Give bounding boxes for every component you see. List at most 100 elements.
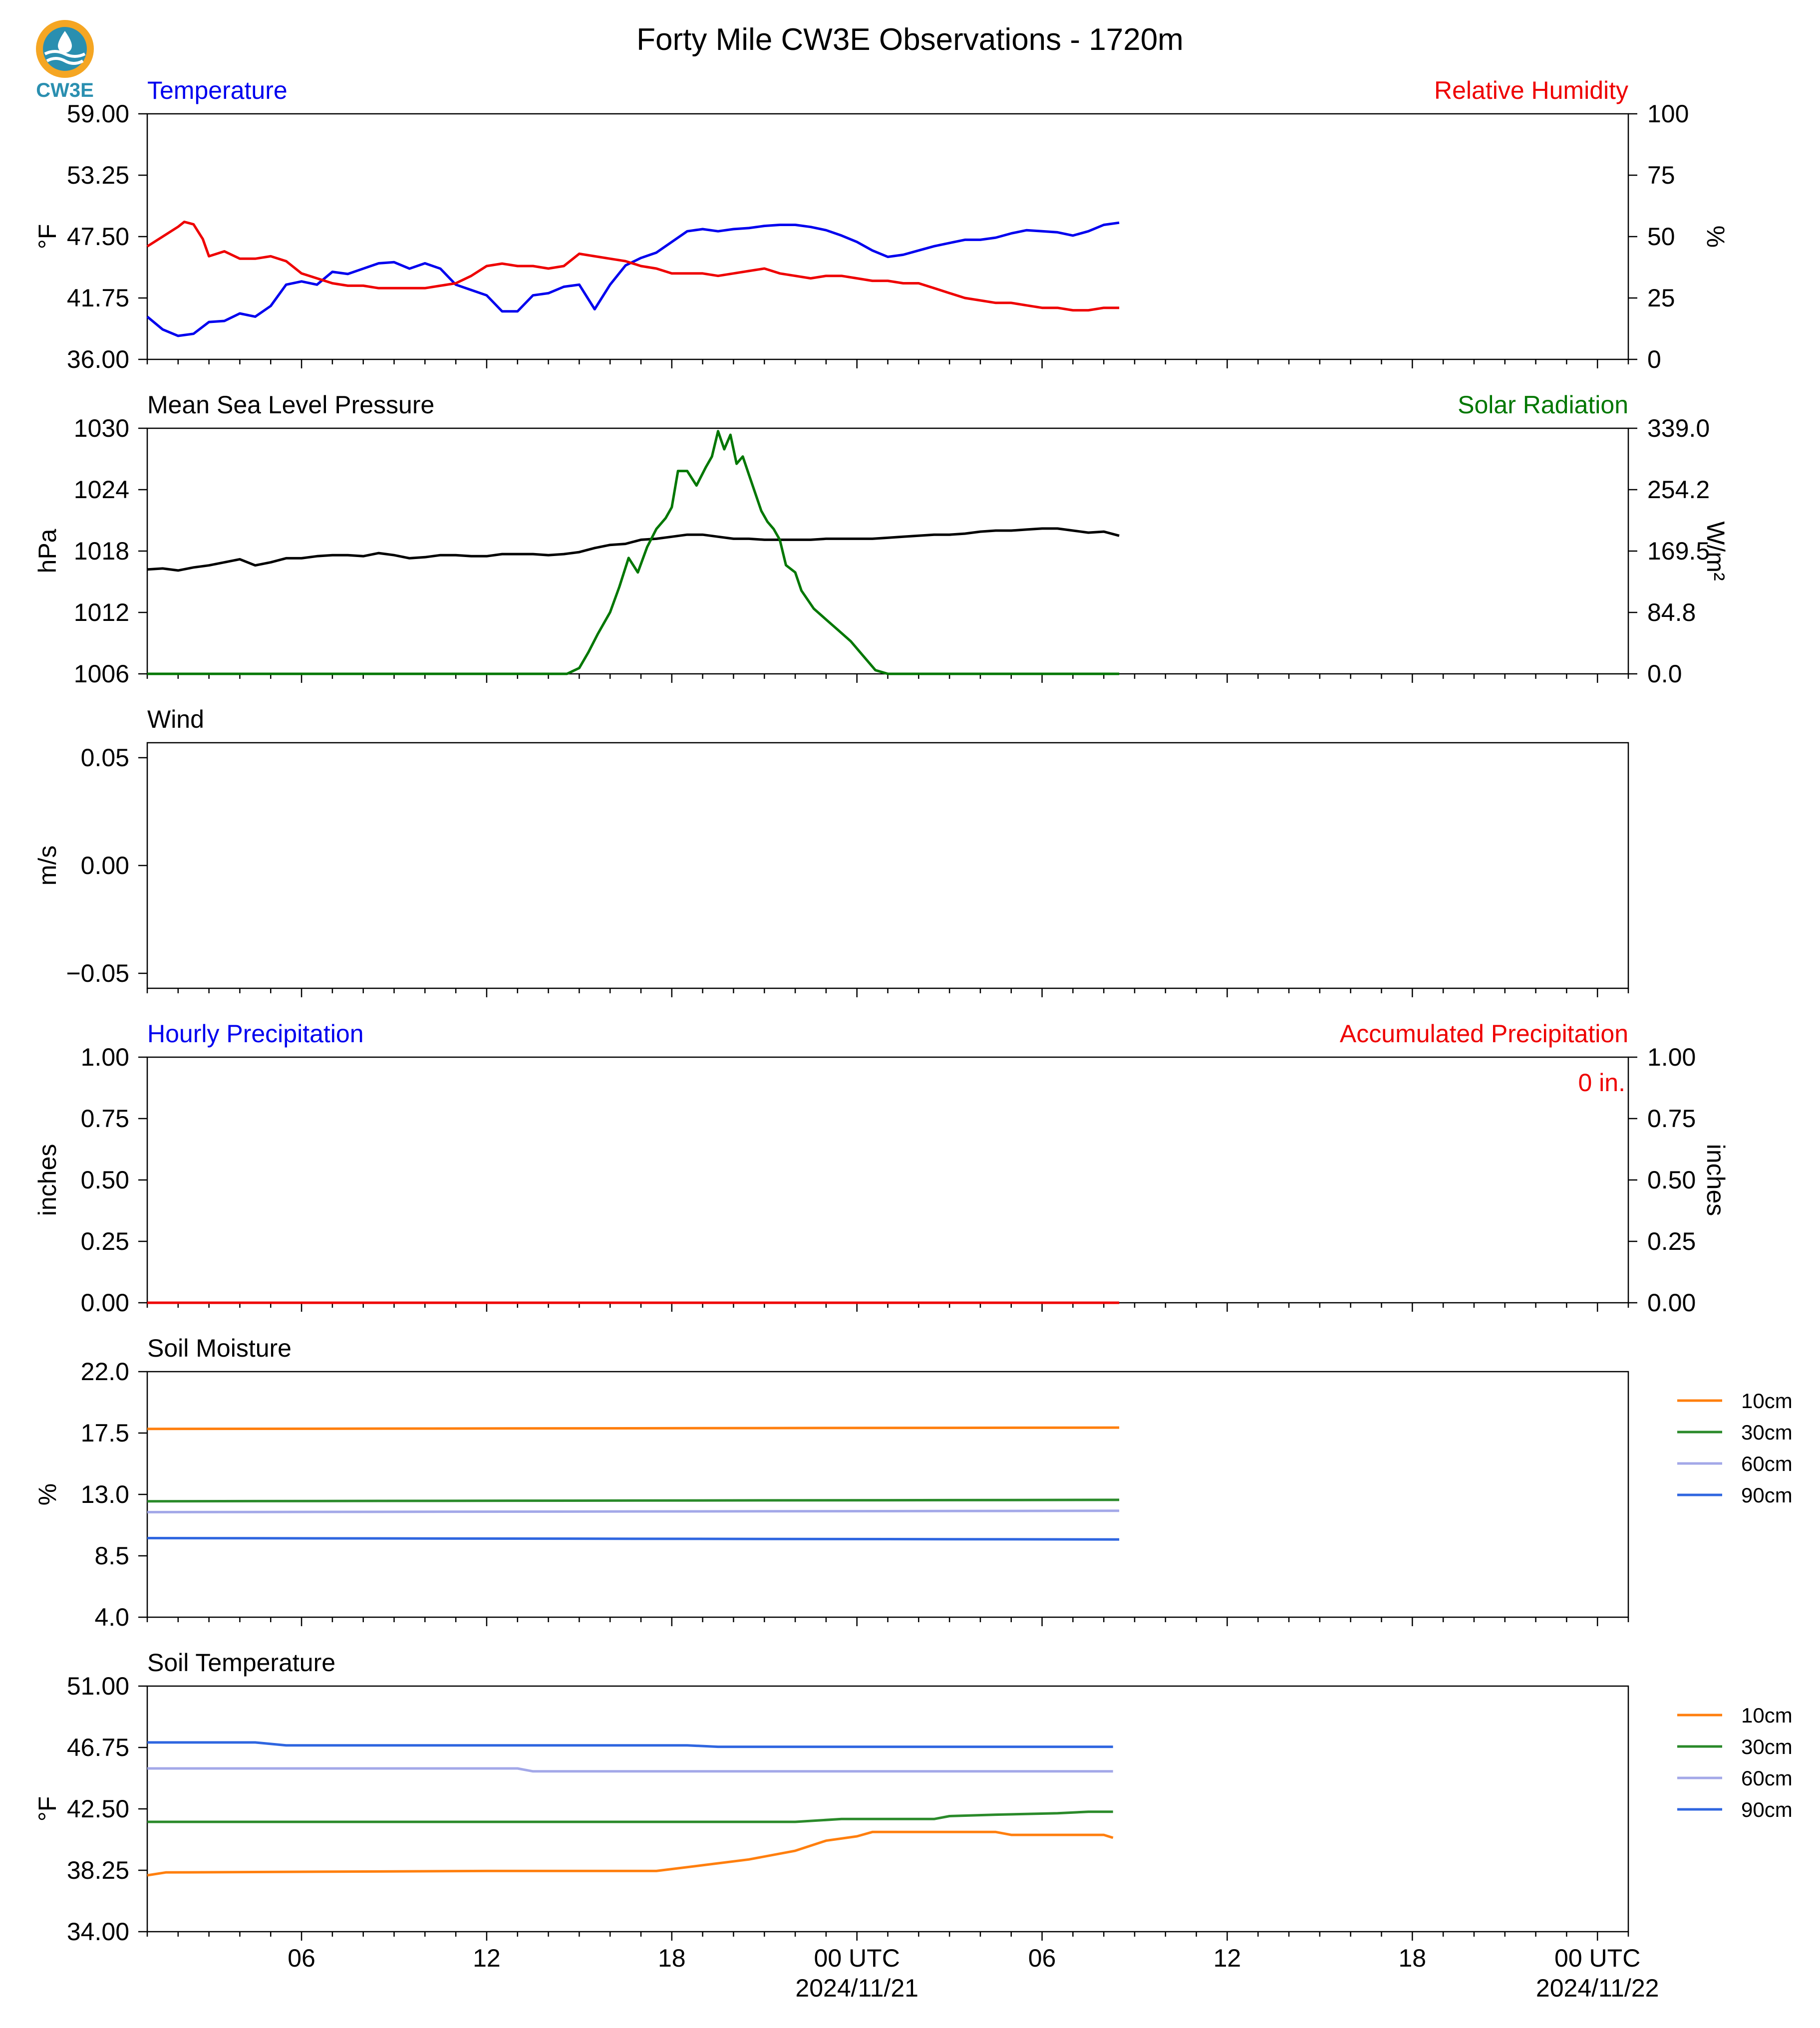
plot-frame: [146, 1685, 1629, 1933]
legend-label: 10cm: [1741, 1704, 1793, 1727]
y-axis-label: inches: [33, 1144, 61, 1216]
panel-title-left: Wind: [147, 705, 204, 733]
panel-3: −0.05 0.00 0.05 m/s Wind: [33, 705, 1629, 997]
y-axis-label-right: %: [1702, 226, 1730, 248]
legend-label: 90cm: [1741, 1798, 1793, 1821]
series-line-30cm: [147, 1498, 1120, 1503]
y-tick-label: 1018: [74, 537, 129, 565]
y-axis-label-right: W/m²: [1702, 521, 1730, 580]
y-tick-label: 0.75: [81, 1105, 129, 1133]
y-tick-label: 4.0: [94, 1603, 129, 1631]
panels: 36.00 41.75 47.50 53.25 59.00 0 25 50 75 100 °F % Te…: [33, 76, 1793, 2002]
y-right-tick-label: 50: [1647, 223, 1675, 251]
legend-label: 90cm: [1741, 1483, 1793, 1507]
legend-label: 10cm: [1741, 1389, 1793, 1413]
plot-frame: [146, 1371, 1629, 1618]
panel-title-left: Hourly Precipitation: [147, 1020, 364, 1048]
y-right-tick-label: 100: [1647, 100, 1689, 128]
y-axis-label: %: [33, 1483, 61, 1505]
x-tick-label: 00 UTC: [814, 1944, 900, 1972]
y-tick-label: 22.0: [81, 1358, 129, 1386]
panel-title-left: Temperature: [147, 76, 288, 104]
droplet-icon: [58, 31, 72, 53]
series-line: [147, 527, 1120, 572]
series-line-10cm: [147, 1426, 1120, 1431]
y-tick-label: 0.50: [81, 1166, 129, 1194]
y-tick-label: 42.50: [67, 1795, 129, 1823]
x-tick-label: 06: [288, 1944, 315, 1972]
y-axis-label: m/s: [33, 846, 61, 886]
y-right-tick-label: 0.75: [1647, 1105, 1696, 1133]
y-tick-label: 8.5: [94, 1542, 129, 1570]
y-tick-label: 38.25: [67, 1856, 129, 1884]
plot-frame: [146, 1056, 1629, 1304]
x-tick-label: 00 UTC: [1554, 1944, 1640, 1972]
y-right-tick-label: 254.2: [1647, 476, 1710, 504]
y-right-tick-label: 25: [1647, 284, 1675, 312]
x-tick-label: 18: [658, 1944, 686, 1972]
y-right-tick-label: 0.50: [1647, 1166, 1696, 1194]
x-date-label: 2024/11/21: [795, 1974, 918, 2002]
y-right-tick-label: 0: [1647, 345, 1661, 373]
y-tick-label: 51.00: [67, 1672, 129, 1700]
series-line-90cm: [147, 1537, 1120, 1541]
logo-wave-2: [46, 57, 84, 65]
panel-1: 36.00 41.75 47.50 53.25 59.00 0 25 50 75 100 °F % Te…: [33, 76, 1730, 373]
legend-label: 60cm: [1741, 1766, 1793, 1790]
y-axis-label: °F: [33, 224, 61, 250]
y-tick-label: 53.25: [67, 161, 129, 189]
precip-annotation: 0 in.: [1578, 1069, 1625, 1097]
y-tick-label: 36.00: [67, 345, 129, 373]
y-tick-label: 46.75: [67, 1734, 129, 1761]
series-line-60cm: [147, 1509, 1120, 1513]
x-tick-label: 12: [1213, 1944, 1241, 1972]
y-tick-label: 41.75: [67, 284, 129, 312]
x-date-label: 2024/11/22: [1536, 1974, 1659, 2002]
cw3e-logo: CW3E: [36, 20, 94, 101]
y-tick-label: 0.05: [81, 744, 129, 772]
y-tick-label: 47.50: [67, 223, 129, 251]
panel-title-right: Solar Radiation: [1458, 391, 1628, 419]
x-tick-label: 18: [1399, 1944, 1427, 1972]
series-line-30cm: [147, 1810, 1113, 1823]
y-right-tick-label: 0.0: [1647, 660, 1682, 688]
panel-title-right: Relative Humidity: [1434, 76, 1628, 104]
panel-title-left: Mean Sea Level Pressure: [147, 391, 434, 419]
y-right-tick-label: 169.5: [1647, 537, 1710, 565]
y-right-tick-label: 0.00: [1647, 1289, 1696, 1317]
series-line-10cm: [147, 1830, 1114, 1877]
legend-label: 60cm: [1741, 1452, 1793, 1475]
x-tick-label: 06: [1028, 1944, 1056, 1972]
panel-title-left: Soil Moisture: [147, 1334, 292, 1362]
series-line: [147, 430, 1120, 675]
y-tick-label: 17.5: [81, 1419, 129, 1447]
chart-title: Forty Mile CW3E Observations - 1720m: [636, 22, 1184, 57]
panel-2: 1006 1012 1018 1024 1030 0.0 84.8 169.5 254.2 339…: [33, 391, 1730, 688]
panel-5: 4.0 8.5 13.0 17.5 22.0% Soil Moisture 10cm 30cm…: [33, 1334, 1793, 1631]
y-right-tick-label: 75: [1647, 161, 1675, 189]
y-axis-label-right: inches: [1702, 1144, 1730, 1216]
panel-title-right: Accumulated Precipitation: [1340, 1020, 1628, 1048]
legend-label: 30cm: [1741, 1735, 1793, 1758]
y-tick-label: 1012: [74, 598, 129, 626]
y-tick-label: −0.05: [66, 959, 129, 987]
logo-wave: [44, 50, 86, 58]
y-tick-label: 34.00: [67, 1918, 129, 1946]
y-right-tick-label: 1.00: [1647, 1043, 1696, 1071]
plot-frame: [146, 427, 1629, 675]
series-line-90cm: [147, 1741, 1113, 1748]
series-line-60cm: [147, 1767, 1113, 1773]
y-tick-label: 0.00: [81, 852, 129, 879]
y-right-tick-label: 0.25: [1647, 1227, 1696, 1255]
series-line: [146, 221, 1120, 337]
plot-frame: [146, 742, 1629, 989]
y-axis-label: hPa: [33, 529, 61, 573]
y-tick-label: 59.00: [67, 100, 129, 128]
y-tick-label: 1030: [74, 414, 129, 442]
y-right-tick-label: 339.0: [1647, 414, 1710, 442]
y-tick-label: 0.00: [81, 1289, 129, 1317]
y-tick-label: 1.00: [81, 1043, 129, 1071]
y-axis-label: °F: [33, 1796, 61, 1822]
